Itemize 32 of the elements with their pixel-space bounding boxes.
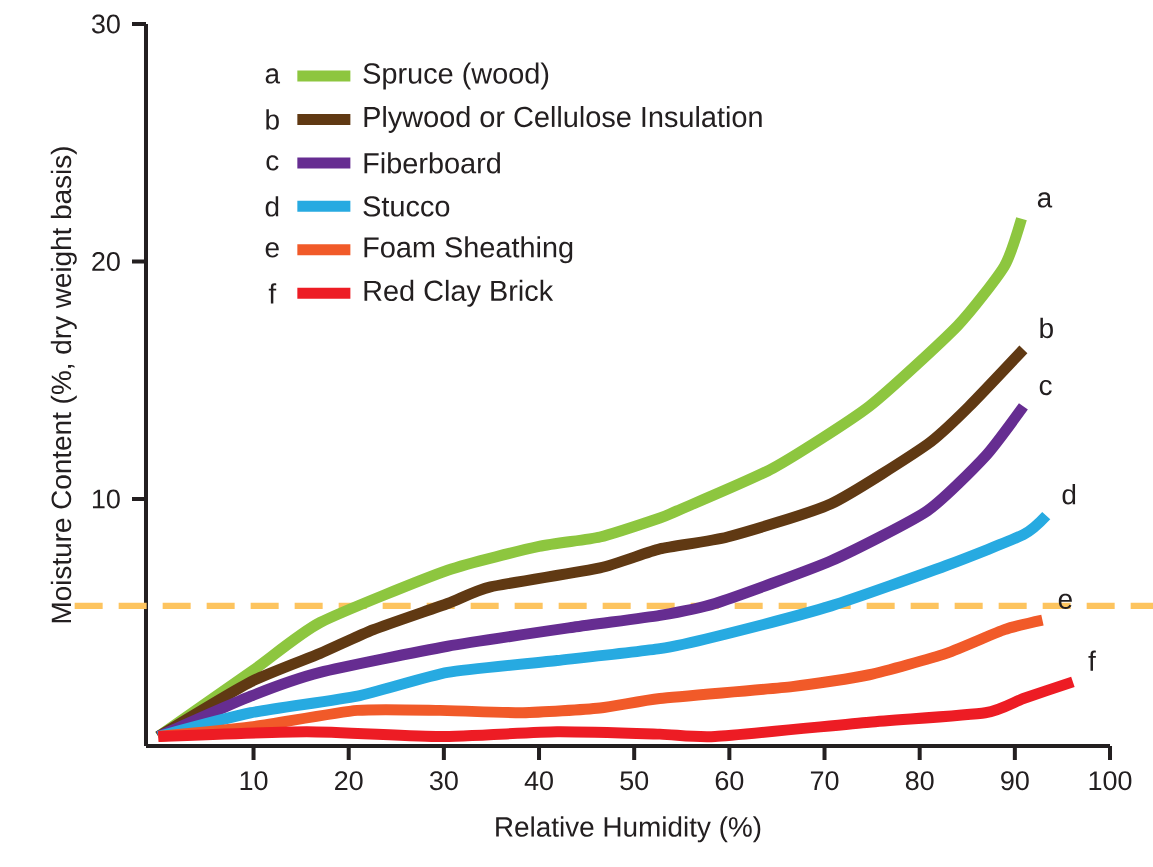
annotation: a — [1037, 192, 1053, 208]
annotation: b — [1040, 317, 1053, 339]
x-tick-label: 100 — [1089, 771, 1132, 791]
x-tick-label: 90 — [1001, 771, 1029, 791]
annotation: f — [1088, 650, 1096, 671]
x-tick-label: 40 — [524, 771, 553, 791]
x-tick-label: 50 — [620, 771, 649, 791]
x-tick-label: 60 — [715, 771, 744, 791]
y-axis-title: Moisture Content (%, dry weight basis) — [50, 147, 77, 623]
x-tick-label: 20 — [335, 771, 363, 791]
y-tick-label: 10 — [92, 489, 120, 509]
legend-label: Foam Sheathing — [364, 236, 573, 264]
text: a — [265, 68, 281, 84]
annotation: c — [1039, 379, 1052, 396]
legend-label: Red Clay Brick — [364, 279, 554, 307]
x-tick-label: 80 — [905, 771, 934, 791]
y-tick-label: 20 — [92, 251, 120, 272]
text: f — [268, 283, 277, 304]
x-tick-label: 10 — [240, 771, 268, 791]
text: c — [266, 155, 279, 171]
annotation: d — [1062, 483, 1076, 505]
legend-label: Plywood or Cellulose Insulation — [364, 105, 762, 133]
legend-label: Fiberboard — [364, 152, 500, 174]
x-tick-label: 30 — [429, 771, 458, 791]
text: e — [265, 242, 279, 258]
x-tick-label: 70 — [810, 771, 839, 791]
legend-label: Stucco — [363, 196, 450, 217]
text: d — [265, 196, 279, 217]
y-tick-label: 30 — [91, 14, 120, 34]
x-axis-title: Relative Humidity (%) — [496, 816, 761, 843]
text: b — [266, 109, 279, 130]
legend-label: Spruce (wood) — [363, 62, 549, 90]
